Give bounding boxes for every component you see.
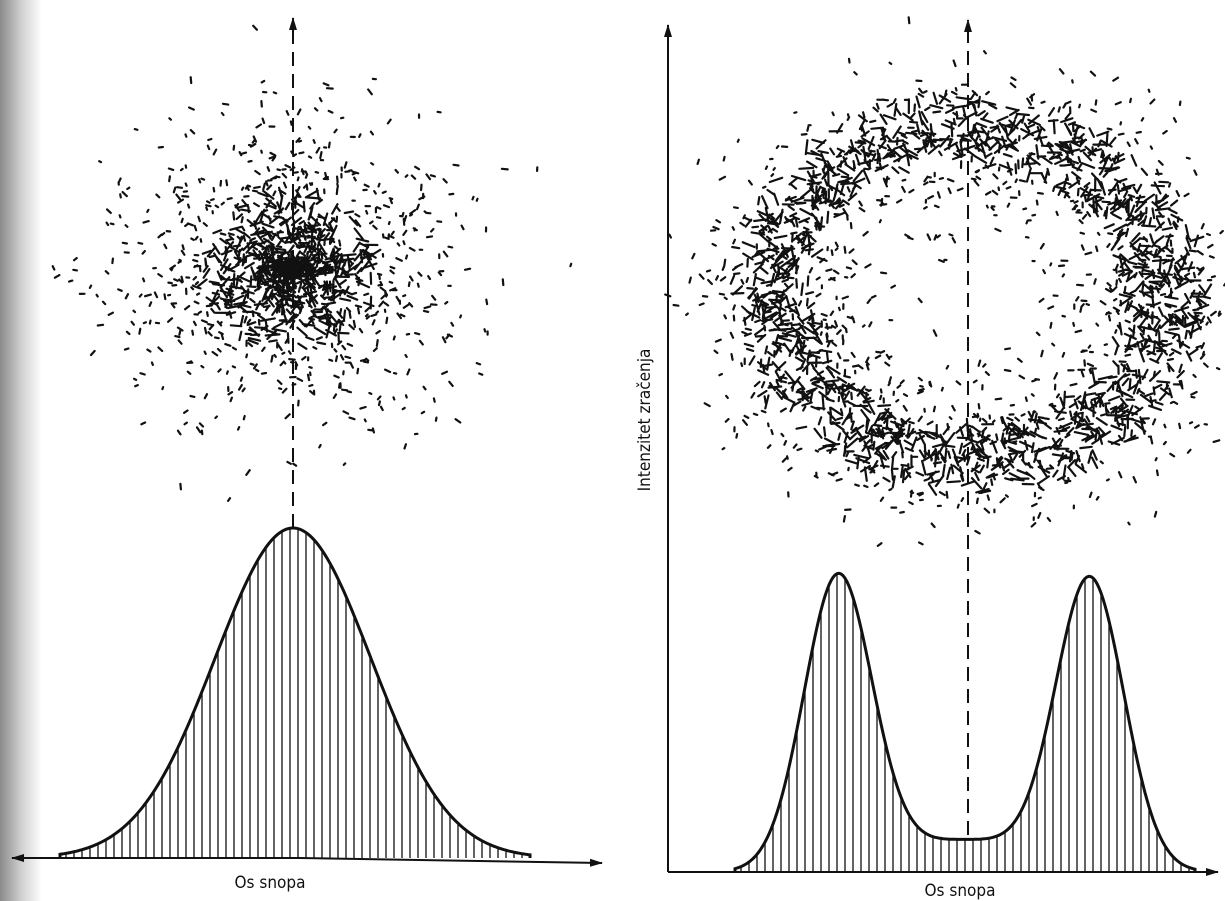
left-panel: Os snopa [11, 17, 603, 893]
scan-edge [0, 0, 42, 901]
intensity-profile [58, 526, 532, 858]
beam-speckle [51, 24, 573, 502]
x-axis-label: Os snopa [235, 873, 306, 893]
hatching [65, 528, 523, 858]
hatching [740, 573, 1190, 872]
x-axis-label: Os snopa [925, 881, 996, 901]
intensity-profile [733, 571, 1197, 872]
right-panel: Os snopa Intenzitet zračenja [635, 16, 1225, 901]
x-axis [299, 857, 603, 867]
y-axis-label: Intenzitet zračenja [635, 349, 655, 492]
beam-speckle [664, 16, 1225, 547]
